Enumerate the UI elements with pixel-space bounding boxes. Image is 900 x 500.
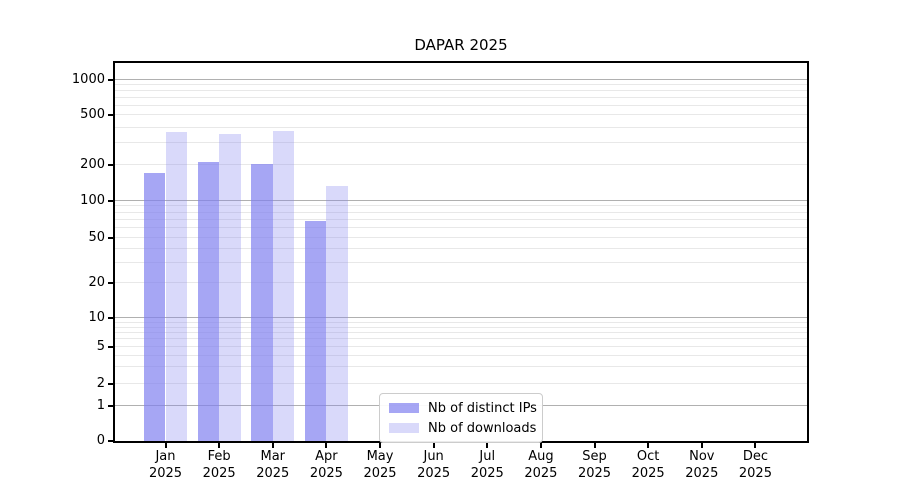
x-tick-label-feb: Feb 2025 [202,449,236,481]
x-tick-mark-jun [432,443,435,448]
x-tick-mark-oct [647,443,650,448]
gridline-7 [115,332,807,334]
x-tick-label-jun: Jun 2025 [417,449,451,481]
y-tick-mark-200 [108,163,113,166]
y-tick-mark-5 [108,346,113,348]
x-tick-mark-jul [486,443,489,448]
bar-jan-distinct-ips [143,173,166,441]
y-tick-mark-1000 [108,78,113,81]
gridline-5 [115,346,807,347]
gridline-40 [115,248,807,250]
gridline-500 [115,114,807,116]
gridline-600 [115,105,807,107]
x-tick-label-apr: Apr 2025 [309,449,343,481]
y-tick-label-200: 200 [80,156,105,172]
bar-apr-downloads [326,185,348,441]
gridline-3 [115,366,807,368]
gridline-1000 [115,78,807,80]
y-tick-mark-500 [108,114,113,117]
x-tick-label-jan: Jan 2025 [148,449,183,481]
y-tick-label-1000: 1000 [71,71,105,87]
x-tick-mark-nov [700,443,703,448]
y-tick-label-10: 10 [88,310,105,326]
gridline-700 [115,97,807,99]
gridline-900 [115,84,807,86]
bar-mar-distinct-ips [251,163,273,441]
gridline-30 [115,262,807,263]
x-tick-label-sep: Sep 2025 [577,449,612,481]
y-tick-label-0: 0 [96,432,105,448]
legend-label: Nb of distinct IPs [428,400,537,416]
y-tick-mark-100 [108,199,113,202]
x-tick-label-aug: Aug 2025 [524,449,558,481]
gridline-800 [115,90,807,92]
y-tick-label-2: 2 [96,375,105,391]
legend-item-distinct-ips: Nb of distinct IPs [389,398,537,418]
x-tick-mark-sep [593,443,596,448]
gridline-9 [115,321,807,323]
gridline-4 [115,354,807,356]
gridline-20 [115,281,807,283]
gridline-300 [115,142,807,144]
x-tick-mark-apr [325,443,328,448]
legend-swatch-icon [389,423,419,433]
gridline-80 [115,211,807,213]
gridline-200 [115,163,807,165]
bar-apr-distinct-ips [304,221,327,441]
y-tick-label-100: 100 [80,192,105,208]
legend: Nb of distinct IPs Nb of downloads [379,393,543,443]
x-tick-mark-feb [218,443,221,448]
x-tick-mark-may [379,443,382,448]
x-tick-mark-aug [539,443,542,448]
y-tick-mark-20 [108,281,113,284]
gridline-6 [115,338,807,340]
gridline-90 [115,205,807,207]
bar-feb-distinct-ips [197,162,220,441]
bar-mar-downloads [272,131,295,441]
gridline-400 [115,126,807,128]
gridline-70 [115,218,807,220]
y-tick-label-20: 20 [88,274,105,290]
y-tick-mark-50 [108,237,113,240]
y-tick-label-500: 500 [80,107,105,123]
plot-area: 0 1 2 5 10 20 50 100 200 500 1000 Jan 2025 Feb 2025 Ma… [72,61,809,481]
legend-swatch-icon [389,403,419,413]
x-tick-label-may: May 2025 [363,449,397,481]
y-tick-mark-10 [108,317,113,320]
y-tick-mark-2 [108,382,113,385]
x-tick-mark-dec [754,443,757,448]
x-tick-label-jul: Jul 2025 [470,449,504,481]
bar-jan-downloads [165,131,188,441]
legend-item-downloads: Nb of downloads [389,418,537,438]
y-tick-mark-0 [108,440,113,442]
x-tick-mark-jan [164,443,167,448]
x-tick-label-nov: Nov 2025 [685,449,719,481]
gridline-2 [115,382,807,384]
y-tick-label-1: 1 [96,398,105,414]
gridline-10 [115,317,807,319]
y-tick-label-50: 50 [88,230,105,246]
chart-title: DAPAR 2025 [414,36,508,54]
gridline-8 [115,326,807,328]
bar-feb-downloads [219,133,241,441]
gridline-100 [115,199,807,201]
x-tick-label-dec: Dec 2025 [738,449,772,481]
legend-label: Nb of downloads [428,420,537,436]
y-tick-label-5: 5 [96,338,105,354]
x-tick-mark-mar [271,443,274,448]
gridline-50 [115,237,807,239]
x-tick-label-oct: Oct 2025 [631,449,665,481]
gridline-60 [115,227,807,229]
x-tick-label-mar: Mar 2025 [256,449,290,481]
y-tick-mark-1 [108,405,113,408]
